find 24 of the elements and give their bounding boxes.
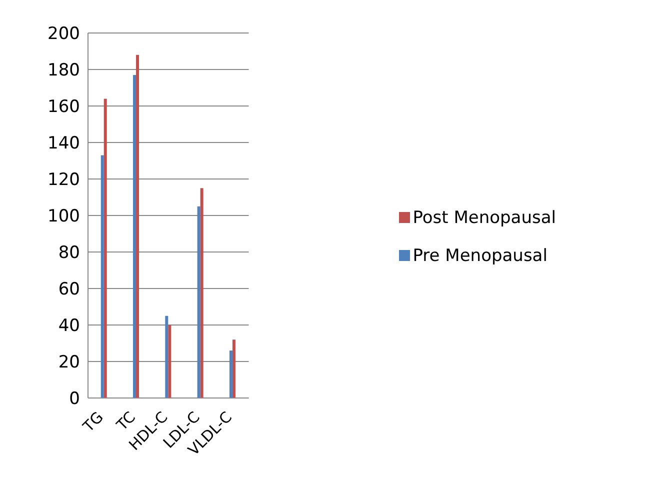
bar	[200, 188, 204, 398]
bar	[165, 316, 168, 398]
bar	[229, 350, 232, 398]
y-tick-label: 100	[48, 206, 80, 227]
legend-label: Post Menopausal	[412, 208, 556, 228]
bar	[104, 98, 107, 398]
y-tick-label: 40	[58, 316, 80, 336]
bar	[232, 340, 236, 398]
bar	[133, 74, 136, 398]
bar	[197, 206, 200, 398]
x-tick-label: TG	[78, 408, 107, 436]
y-tick-label: 0	[69, 389, 80, 410]
bar	[168, 325, 172, 398]
y-tick-label: 200	[48, 24, 80, 44]
y-tick-label: 60	[58, 280, 80, 300]
y-tick-label: 80	[58, 243, 80, 264]
bar	[100, 155, 104, 398]
y-tick-label: 180	[48, 60, 80, 81]
y-tick-label: 140	[48, 134, 80, 154]
y-tick-label: 120	[48, 170, 80, 190]
y-tick-label: 20	[58, 352, 80, 373]
legend-label: Pre Menopausal	[412, 246, 548, 266]
y-tick-label: 160	[48, 97, 80, 118]
bar	[136, 54, 140, 398]
